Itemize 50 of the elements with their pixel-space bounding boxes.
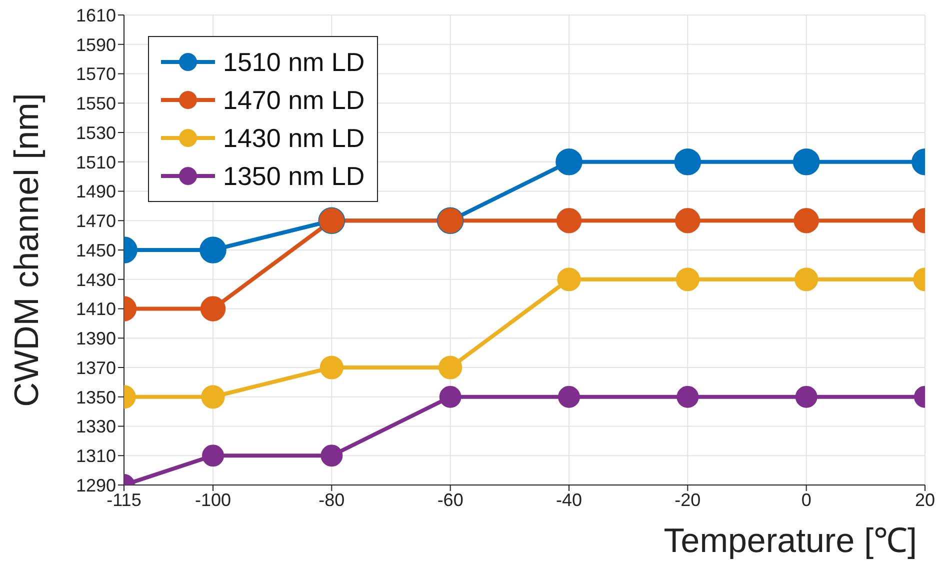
- y-tick-label: 1410: [76, 299, 116, 320]
- legend-label: 1430 nm LD: [223, 122, 365, 154]
- y-tick-label: 1530: [76, 122, 116, 143]
- point: [558, 386, 580, 408]
- point: [794, 208, 819, 234]
- y-tick-label: 1610: [76, 5, 116, 26]
- y-tick-label: 1510: [76, 152, 116, 172]
- point: [320, 356, 344, 380]
- x-tick-label: -80: [318, 490, 345, 510]
- point: [320, 444, 343, 467]
- y-tick-label: 1450: [76, 240, 116, 260]
- y-tick-label: 1390: [76, 328, 116, 349]
- point: [556, 148, 582, 176]
- point: [202, 444, 224, 467]
- y-tick-label: 1310: [76, 446, 116, 466]
- x-tick-label: 20: [914, 490, 936, 510]
- y-tick-label: 1550: [76, 94, 116, 114]
- point: [674, 148, 702, 176]
- point: [200, 236, 226, 264]
- point: [557, 268, 581, 292]
- point: [795, 386, 818, 408]
- y-tick-label: 1290: [76, 475, 116, 496]
- legend-label: 1510 nm LD: [223, 46, 365, 78]
- y-tick-label: 1330: [76, 416, 116, 437]
- point: [556, 208, 582, 234]
- point: [676, 268, 700, 292]
- x-tick-label: -20: [674, 490, 701, 510]
- point: [794, 268, 818, 292]
- y-tick-label: 1470: [76, 211, 116, 232]
- point: [200, 296, 226, 322]
- x-tick-label: -100: [194, 490, 232, 510]
- point: [676, 386, 699, 408]
- point: [201, 385, 225, 409]
- point: [439, 386, 462, 408]
- x-tick-label: 0: [801, 490, 812, 510]
- y-tick-label: 1570: [76, 64, 116, 84]
- point: [675, 208, 700, 234]
- y-tick-label: 1590: [76, 34, 116, 55]
- x-tick-label: -40: [556, 490, 582, 510]
- point: [438, 356, 462, 380]
- y-tick-label: 1490: [76, 182, 116, 202]
- y-tick-label: 1370: [76, 358, 116, 378]
- y-axis-title: CWDM channel [nm]: [8, 93, 46, 407]
- y-tick-label: 1430: [76, 270, 116, 290]
- x-tick-label: -60: [437, 490, 464, 510]
- y-tick-label: 1350: [76, 387, 116, 408]
- point: [792, 148, 820, 176]
- x-axis-title: Temperature [℃]: [664, 522, 917, 560]
- legend-label: 1350 nm LD: [223, 160, 365, 192]
- legend-label: 1470 nm LD: [223, 84, 365, 116]
